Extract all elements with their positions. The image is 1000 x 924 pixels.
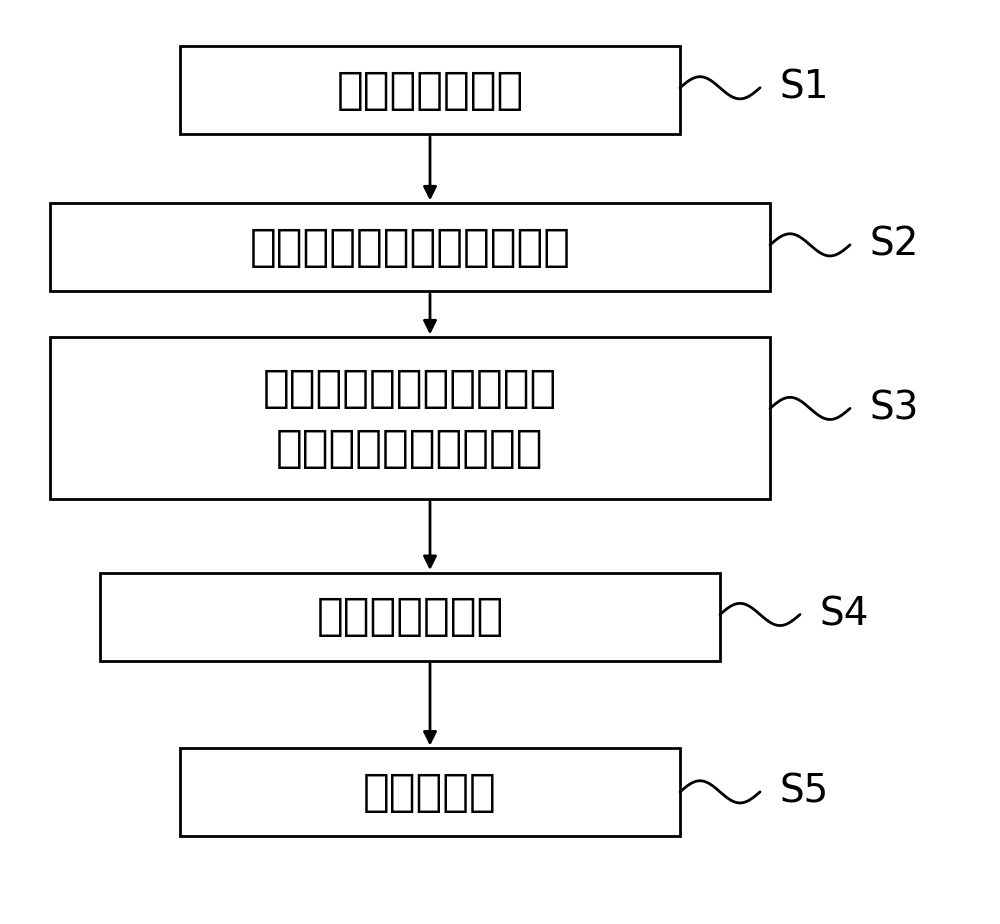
Text: 交易系统根据商户自定义
清算时间统计交易总额: 交易系统根据商户自定义 清算时间统计交易总额 — [263, 367, 557, 469]
Text: 提现请求的处理: 提现请求的处理 — [316, 595, 504, 638]
Text: 清算方式的设置: 清算方式的设置 — [336, 68, 524, 112]
Text: 资金的清算: 资金的清算 — [363, 771, 497, 814]
Text: S4: S4 — [820, 595, 869, 634]
FancyBboxPatch shape — [180, 46, 680, 134]
FancyBboxPatch shape — [100, 573, 720, 661]
FancyBboxPatch shape — [180, 748, 680, 836]
Text: S5: S5 — [780, 772, 829, 811]
Text: S1: S1 — [780, 68, 830, 107]
Text: S2: S2 — [870, 225, 919, 264]
FancyBboxPatch shape — [50, 203, 770, 291]
Text: 到账交易的请求和入账处理: 到账交易的请求和入账处理 — [250, 225, 570, 269]
FancyBboxPatch shape — [50, 337, 770, 499]
Text: S3: S3 — [870, 389, 919, 428]
